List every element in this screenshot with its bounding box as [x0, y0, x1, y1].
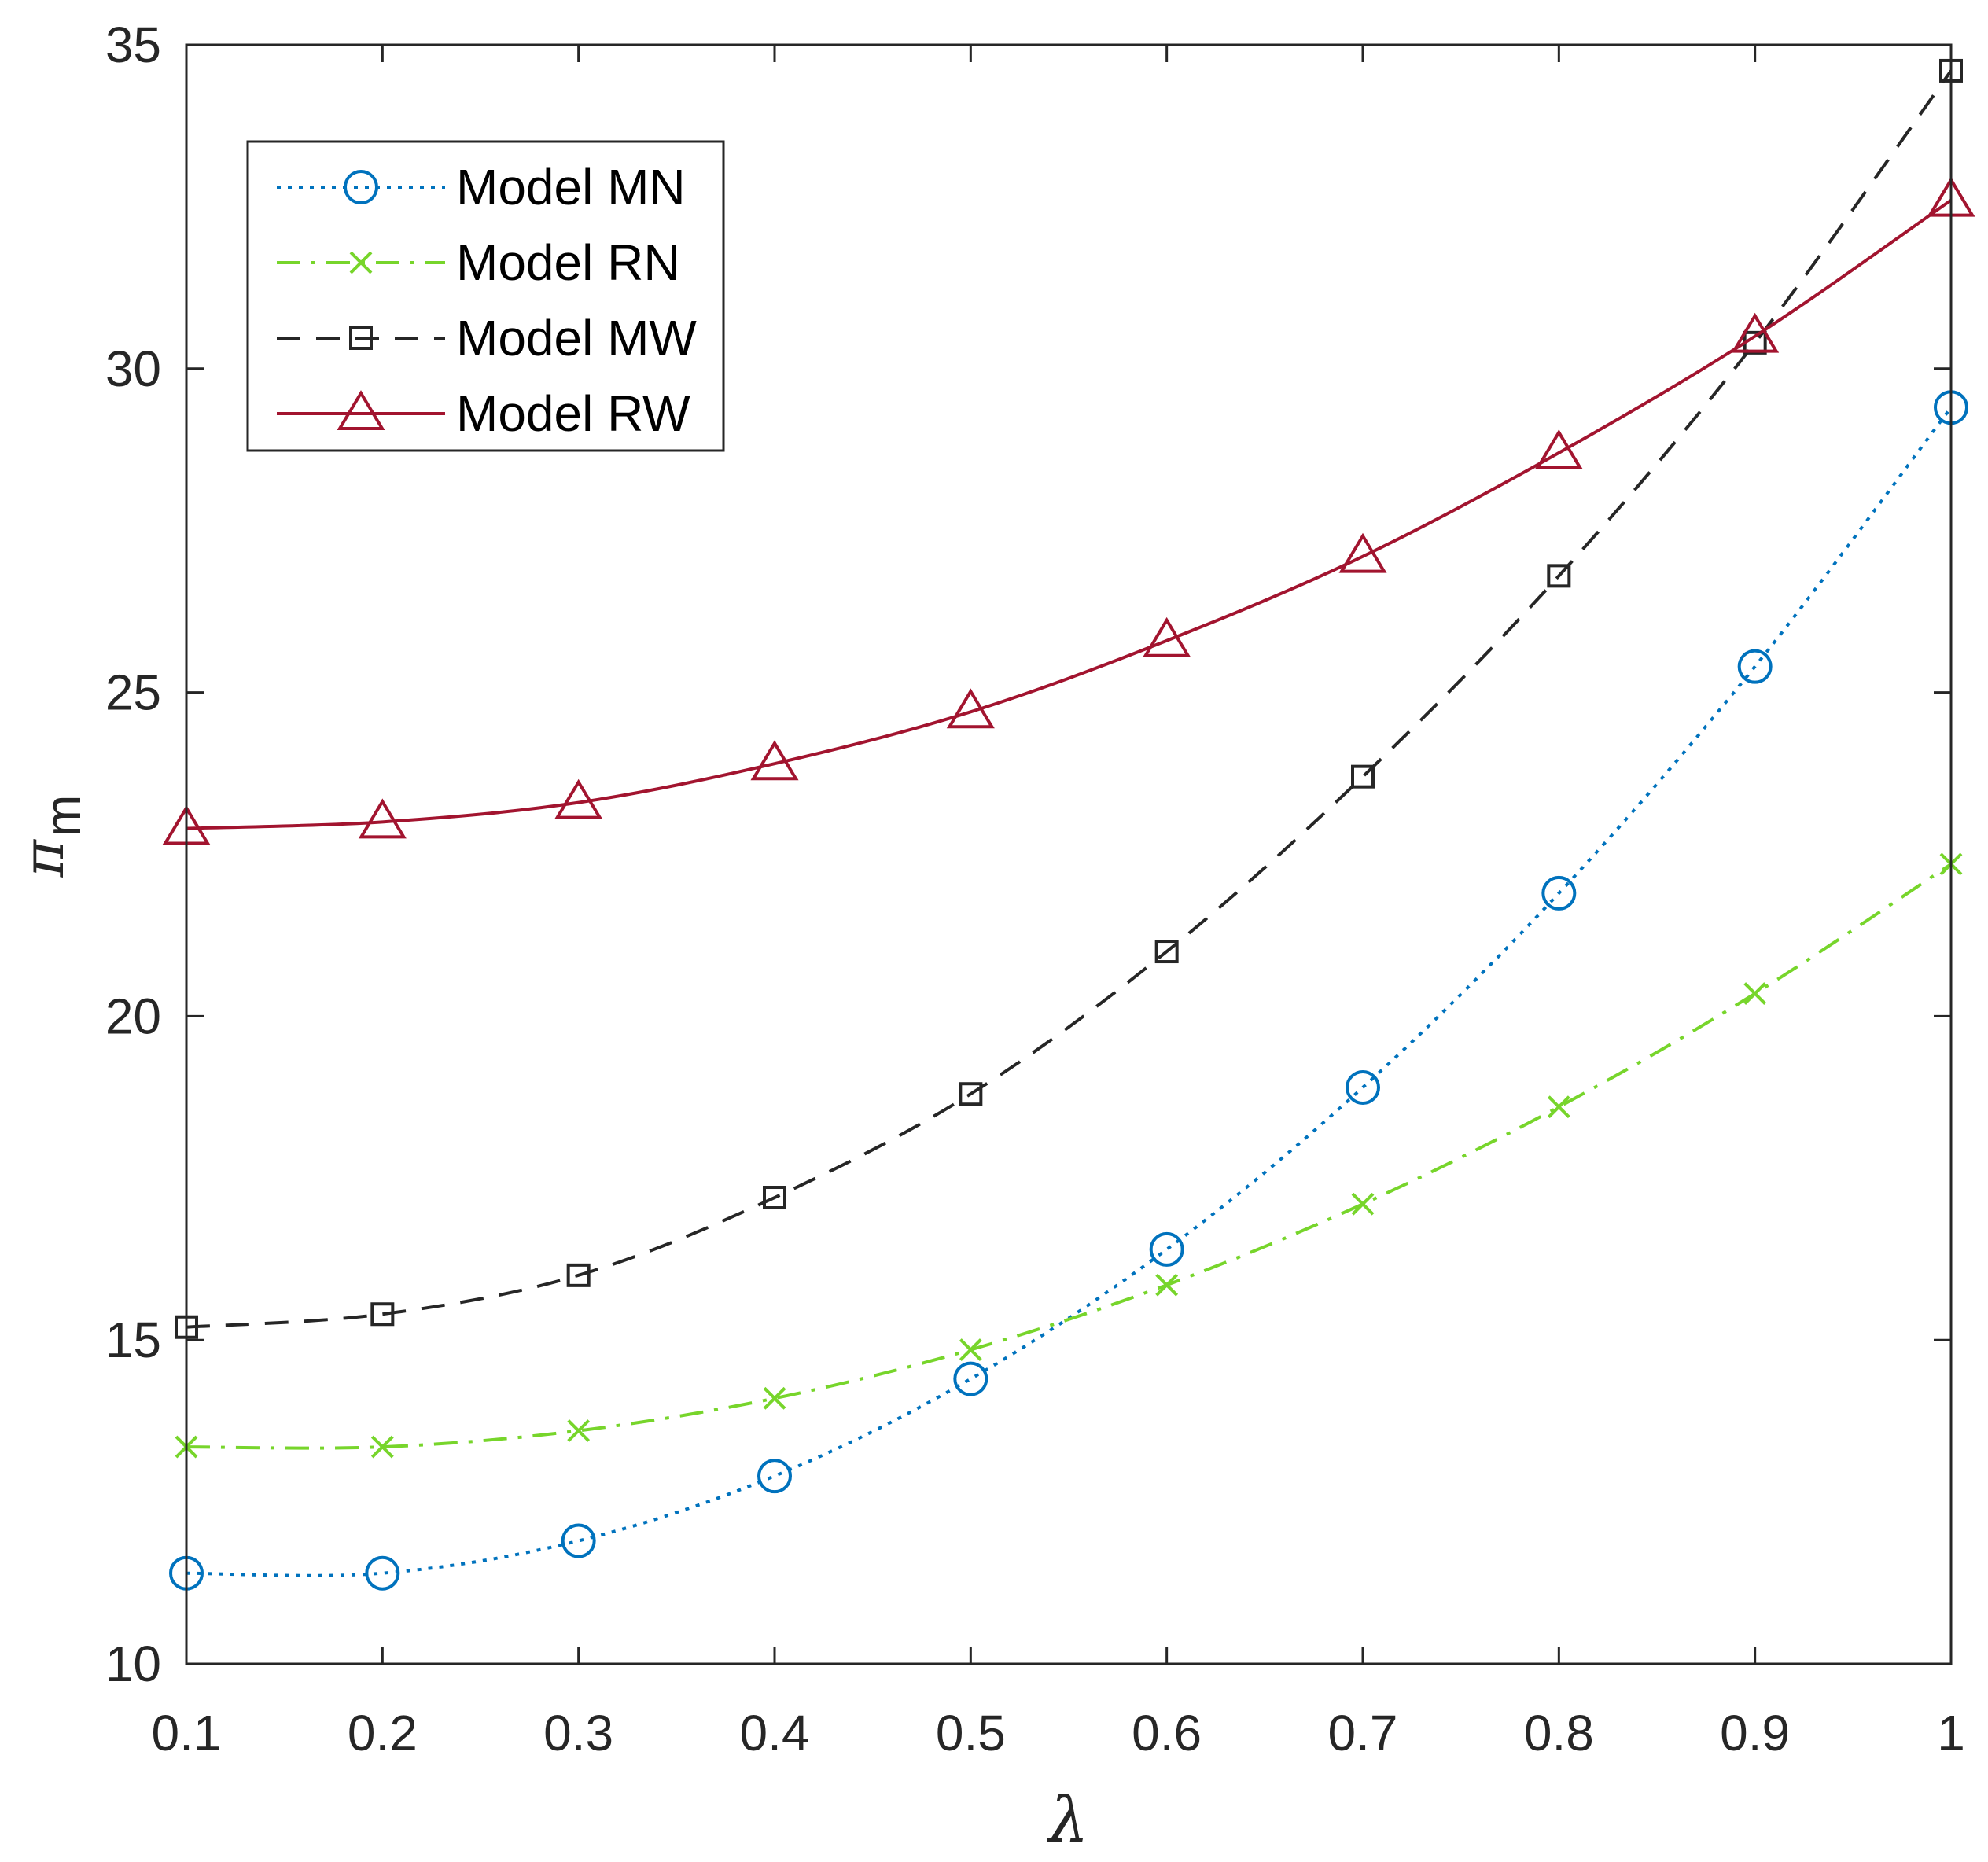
data-point-model-rn-5	[959, 1338, 982, 1361]
legend[interactable]: Model MN Model RN Model MW Model RW	[246, 140, 725, 452]
y-tick-label-2: 15	[105, 1312, 161, 1368]
legend-marker-model-mn	[344, 170, 378, 204]
y-tick-label-6: 35	[105, 17, 161, 73]
series-line-model-mw	[186, 69, 1953, 1329]
data-point-model-mn-4	[757, 1459, 792, 1494]
y-axis-label-group: πm	[10, 795, 91, 878]
x-tick-label-4: 0.4	[740, 1705, 810, 1761]
legend-item-model-rn[interactable]: Model RN	[277, 234, 680, 291]
svg-text:πm: πm	[10, 795, 91, 878]
x-tick-label-3: 0.3	[543, 1705, 613, 1761]
x-tick-label-6: 0.6	[1132, 1705, 1202, 1761]
y-tick-label-3: 20	[105, 988, 161, 1044]
y-tick-label-1: 10	[105, 1636, 161, 1692]
data-point-model-mw-2	[370, 1302, 395, 1327]
data-point-model-rw-2	[358, 798, 407, 839]
x-tick-label-5: 0.5	[936, 1705, 1006, 1761]
data-point-model-rn-3	[567, 1419, 591, 1442]
data-point-model-rn-2	[370, 1435, 394, 1459]
data-point-model-mn-3	[561, 1523, 596, 1558]
legend-item-model-mw[interactable]: Model MW	[277, 310, 697, 366]
y-tick-label-4: 25	[105, 664, 161, 721]
data-point-model-rw-3	[554, 778, 603, 819]
data-point-model-rn-8	[1547, 1095, 1570, 1119]
data-point-model-rw-7	[1338, 532, 1387, 573]
series-model-rw	[162, 176, 1975, 845]
series-line-model-mn	[186, 407, 1953, 1577]
legend-label-model-mn: Model MN	[456, 159, 686, 215]
data-point-model-rn-4	[763, 1386, 786, 1410]
data-point-model-mw-8	[1547, 564, 1571, 588]
x-tick-label-2: 0.2	[348, 1705, 418, 1761]
data-point-model-mw-6	[1154, 940, 1179, 964]
legend-label-model-rw: Model RW	[456, 385, 690, 442]
data-point-model-mn-8	[1541, 875, 1577, 911]
x-axis-label: λ	[1047, 1783, 1089, 1856]
axes-box	[185, 43, 1953, 1665]
data-point-model-mw-3	[566, 1263, 591, 1287]
data-point-model-mw-4	[763, 1186, 786, 1210]
y-axis-label: π	[10, 838, 76, 878]
data-point-model-rw-9	[1731, 312, 1780, 353]
x-tick-label-7: 0.7	[1328, 1705, 1398, 1761]
data-point-model-rw-4	[750, 740, 799, 781]
legend-item-model-rw[interactable]: Model RW	[277, 385, 690, 442]
series-model-mn	[169, 390, 1968, 1591]
data-point-model-mn-9	[1737, 649, 1773, 684]
series-line-model-rn	[186, 863, 1953, 1450]
legend-item-model-mn[interactable]: Model MN	[277, 159, 686, 215]
legend-label-model-rn: Model RN	[456, 234, 680, 291]
legend-marker-model-rw	[337, 390, 385, 430]
series-model-rn	[175, 852, 1963, 1459]
y-tick-label-5: 30	[105, 340, 161, 397]
data-point-model-mn-5	[953, 1361, 988, 1396]
legend-box	[246, 140, 725, 452]
tick-label-layer: 0.1 0.2 0.3 0.4 0.5 0.6 0.7 0.8 0.9 1 10 15 20 25 30 35	[105, 17, 1965, 1761]
y-axis-label-subscript: m	[35, 795, 91, 837]
legend-marker-model-rn	[349, 251, 373, 274]
data-point-model-rw-6	[1143, 616, 1191, 657]
x-tick-label-9: 0.9	[1720, 1705, 1790, 1761]
data-point-model-rn-9	[1743, 982, 1767, 1005]
x-tick-label-8: 0.8	[1524, 1705, 1594, 1761]
legend-label-model-mw: Model MW	[456, 310, 697, 366]
data-point-model-rw-5	[946, 688, 995, 729]
data-point-model-mn-6	[1149, 1231, 1184, 1267]
series-layer	[162, 58, 1975, 1591]
data-point-model-mw-7	[1351, 764, 1375, 789]
legend-marker-model-mw	[349, 326, 373, 350]
tick-layer	[185, 43, 1953, 1665]
data-point-model-mw-5	[959, 1082, 983, 1106]
series-line-model-rw	[186, 199, 1953, 830]
data-point-model-mn-7	[1346, 1069, 1380, 1105]
series-model-mw	[175, 58, 1963, 1339]
legend-items: Model MN Model RN Model MW Model RW	[277, 159, 697, 442]
data-point-model-mn-2	[365, 1555, 400, 1591]
data-point-model-rn-6	[1155, 1273, 1179, 1297]
x-tick-label-10: 1	[1937, 1705, 1965, 1761]
x-tick-label-1: 0.1	[152, 1705, 222, 1761]
data-point-model-rw-8	[1534, 429, 1583, 469]
data-point-model-rn-7	[1351, 1192, 1375, 1216]
